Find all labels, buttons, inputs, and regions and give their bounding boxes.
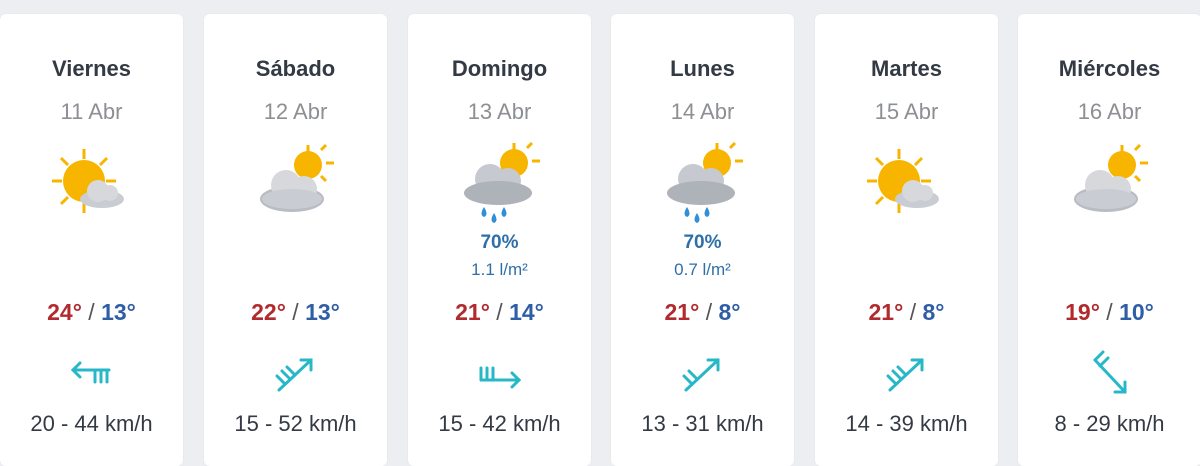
rain-probability: 70% xyxy=(480,232,519,253)
wind-speed: 14 - 39 km/h xyxy=(845,411,968,436)
day-name: Viernes xyxy=(51,56,132,81)
temp-max: 24° xyxy=(47,299,82,325)
temp-min: 14° xyxy=(509,299,544,325)
temp-min: 8° xyxy=(922,299,945,325)
cloud-sun-rain-icon xyxy=(463,141,540,223)
day-date: 13 Abr xyxy=(467,99,532,124)
cloud-with-sun-icon xyxy=(1073,143,1148,212)
sun-behind-cloud-icon xyxy=(866,149,939,213)
temp-separator: / xyxy=(88,299,95,325)
forecast-card-martes[interactable]: Martes 15 Abr 21° / 8° xyxy=(815,14,998,466)
temp-min: 10° xyxy=(1119,299,1154,325)
rain-probability: 70% xyxy=(683,232,722,253)
day-date: 12 Abr xyxy=(263,99,328,124)
sun-behind-cloud-icon xyxy=(51,149,124,213)
day-date: 15 Abr xyxy=(874,99,939,124)
temperature-range: 21° / 14° xyxy=(408,299,591,326)
temperature-range: 21° / 8° xyxy=(815,299,998,326)
temp-max: 22° xyxy=(251,299,286,325)
forecast-card-sabado[interactable]: Sábado 12 Abr 22° / 13° xyxy=(204,14,387,466)
day-date: 16 Abr xyxy=(1077,99,1142,124)
cloud-with-sun-icon xyxy=(259,143,334,212)
temp-max: 19° xyxy=(1065,299,1100,325)
day-name: Domingo xyxy=(451,56,548,81)
wind-arrow-east-icon xyxy=(479,366,521,389)
temperature-range: 22° / 13° xyxy=(204,299,387,326)
temp-min: 13° xyxy=(101,299,136,325)
wind-speed: 15 - 42 km/h xyxy=(438,411,561,436)
day-name: Lunes xyxy=(670,56,735,81)
wind-arrow-northeast-icon xyxy=(886,358,923,392)
wind-speed: 15 - 52 km/h xyxy=(234,411,357,436)
temp-min: 13° xyxy=(305,299,340,325)
wind-arrow-northeast-icon xyxy=(275,358,312,392)
temp-min: 8° xyxy=(718,299,741,325)
wind-speed: 20 - 44 km/h xyxy=(30,411,153,436)
temp-max: 21° xyxy=(868,299,904,325)
day-date: 14 Abr xyxy=(670,99,735,124)
temperature-range: 24° / 13° xyxy=(0,299,183,326)
forecast-card-viernes[interactable]: Viernes 11 Abr 24° / 13° xyxy=(0,14,183,466)
day-date: 11 Abr xyxy=(60,99,123,124)
wind-arrow-southeast-icon xyxy=(1093,350,1126,394)
temp-separator: / xyxy=(909,299,917,325)
temp-separator: / xyxy=(705,299,713,325)
day-name: Miércoles xyxy=(1058,56,1161,81)
wind-speed: 8 - 29 km/h xyxy=(1054,411,1165,436)
wind-speed: 13 - 31 km/h xyxy=(641,411,764,436)
temp-separator: / xyxy=(496,299,503,325)
temperature-range: 19° / 10° xyxy=(1018,299,1200,326)
temp-separator: / xyxy=(292,299,299,325)
forecast-card-domingo[interactable]: Domingo 13 Abr 70% 1.1 l/m² 21° / 14° xyxy=(408,14,591,466)
day-name: Sábado xyxy=(255,56,336,81)
rain-amount: 1.1 l/m² xyxy=(471,260,528,279)
forecast-card-lunes[interactable]: Lunes 14 Abr 70% 0.7 l/m² 21° / 8° xyxy=(611,14,794,466)
temp-separator: / xyxy=(1106,299,1113,325)
temp-max: 21° xyxy=(455,299,490,325)
cloud-sun-rain-icon xyxy=(666,141,743,223)
forecast-card-miercoles[interactable]: Miércoles 16 Abr 19° / 10° xyxy=(1018,14,1200,466)
wind-arrow-west-icon xyxy=(70,361,110,384)
rain-amount: 0.7 l/m² xyxy=(674,260,731,279)
wind-arrow-northeast-icon xyxy=(682,358,719,392)
temp-max: 21° xyxy=(664,299,700,325)
temperature-range: 21° / 8° xyxy=(611,299,794,326)
day-name: Martes xyxy=(871,56,942,81)
